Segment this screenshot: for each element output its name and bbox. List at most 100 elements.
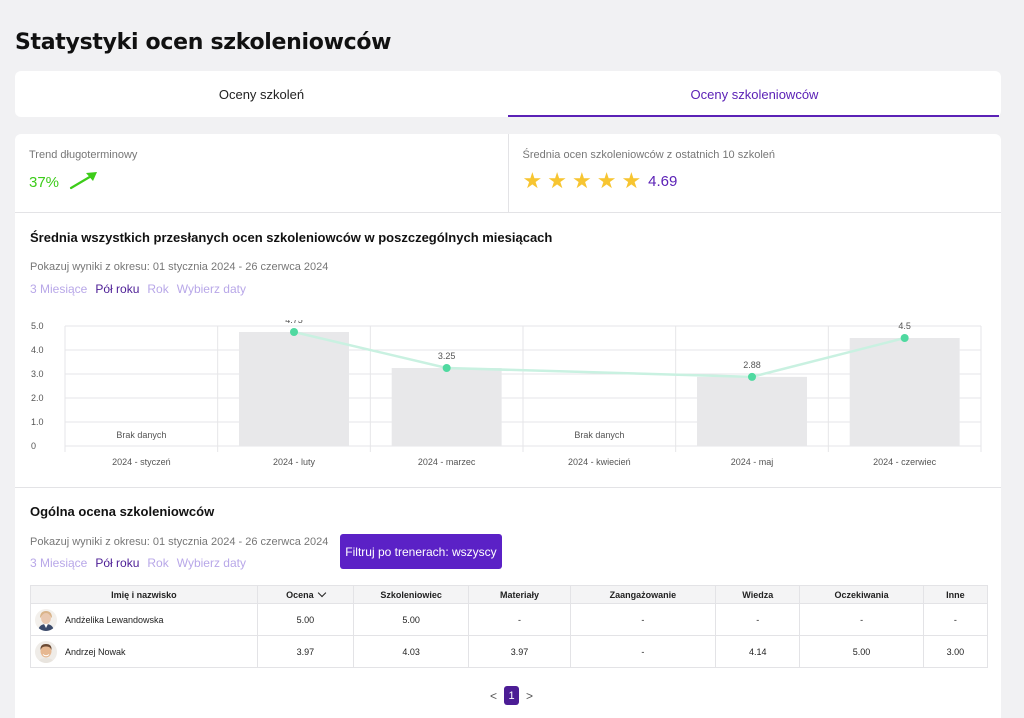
star-icon: ★ (522, 168, 543, 193)
average-kpi: Średnia ocen szkoleniowców z ostatnich 1… (507, 134, 1002, 212)
tab-course-ratings[interactable]: Oceny szkoleń (218, 86, 305, 102)
rating-cell: 5.00 (256, 603, 355, 636)
column-header-materials[interactable]: Materiały (468, 585, 571, 604)
knowledge-cell: 4.14 (715, 635, 801, 668)
chart-bar (849, 338, 960, 446)
sort-chevron-down-icon (317, 588, 326, 597)
chart-x-tick-label: 2024 - czerwiec (873, 457, 937, 467)
column-header-trainer[interactable]: Szkoleniowiec (352, 585, 470, 604)
chart-no-data-label: Brak danych (574, 430, 624, 440)
period-link-choose-dates[interactable]: Wybierz daty (176, 282, 246, 296)
monthly-chart: 0 1.0 2.0 3.0 4.0 5.0 Brak danych 2024 - stycze… (29, 320, 991, 470)
pagination: < 1 > (490, 686, 533, 705)
chart-data-label: 2.88 (743, 360, 761, 370)
rating-stars: ★ ★ ★ ★ ★ (523, 170, 642, 192)
pagination-prev-button[interactable]: < (490, 688, 498, 703)
overall-period-text: Pokazuj wyniki z okresu: 01 stycznia 202… (30, 536, 329, 548)
table-header-row: Imię i nazwisko Ocena Szkoleniowiec Mate… (30, 585, 989, 604)
kpi-row: Trend długoterminowy 37% Średnia ocen sz… (15, 134, 1001, 213)
star-icon: ★ (571, 168, 592, 193)
chart-point (900, 334, 909, 342)
filter-trainers-button[interactable]: Filtruj po trenerach: wszyscy (340, 534, 502, 569)
period-link-half-year[interactable]: Pół roku (95, 282, 140, 296)
page-title: Statystyki ocen szkoleniowców (15, 30, 392, 55)
chart-y-tick-label: 1.0 (31, 417, 44, 427)
chart-x-tick-label: 2024 - maj (731, 457, 774, 467)
column-header-expectations[interactable]: Oczekiwania (799, 585, 924, 604)
trend-kpi: Trend długoterminowy 37% (15, 134, 508, 212)
trainer-name-cell: Andrzej Nowak (30, 635, 258, 668)
chart-bar (239, 332, 349, 446)
trainer-grades-table: Imię i nazwisko Ocena Szkoleniowiec Mate… (30, 585, 989, 668)
avatar (35, 640, 57, 663)
chart-y-tick-label: 2.0 (31, 393, 44, 403)
knowledge-cell: - (715, 603, 801, 636)
chart-x-tick-label: 2024 - kwiecień (568, 457, 631, 467)
rating-cell: 3.97 (256, 635, 355, 668)
engagement-cell: - (569, 635, 717, 668)
trainer-score-cell: 4.03 (352, 635, 470, 668)
trainer-name-cell: Andżelika Lewandowska (30, 603, 258, 636)
chart-x-tick-label: 2024 - styczeń (112, 457, 171, 467)
table-row[interactable]: Andżelika Lewandowska 5.00 5.00 - - - - … (30, 603, 989, 636)
monthly-period-text: Pokazuj wyniki z okresu: 01 stycznia 202… (30, 261, 329, 273)
chart-y-tick-label: 3.0 (31, 369, 44, 379)
tab-trainer-ratings[interactable]: Oceny szkoleniowców (508, 71, 1001, 117)
column-header-knowledge[interactable]: Wiedza (715, 585, 801, 604)
stats-card: Trend długoterminowy 37% Średnia ocen sz… (15, 134, 1001, 718)
average-value: 4.69 (648, 172, 678, 190)
chart-y-tick-label: 4.0 (31, 345, 44, 355)
overall-section-title: Ogólna ocena szkoleniowców (30, 504, 215, 519)
star-icon: ★ (596, 168, 617, 193)
period-link-choose-dates[interactable]: Wybierz daty (176, 556, 246, 570)
chart-x-tick-label: 2024 - luty (273, 457, 316, 467)
table-row[interactable]: Andrzej Nowak 3.97 4.03 3.97 - 4.14 5.00… (30, 635, 989, 668)
chart-bar (697, 376, 807, 446)
column-header-engagement[interactable]: Zaangażowanie (569, 585, 717, 604)
chart-x-tick-label: 2024 - marzec (418, 457, 476, 467)
chart-no-data-label: Brak danych (116, 430, 166, 440)
chart-point (748, 372, 756, 381)
expectations-cell: 5.00 (799, 635, 924, 668)
trend-up-arrow-icon (68, 170, 100, 195)
monthly-chart-svg: 0 1.0 2.0 3.0 4.0 5.0 Brak danych 2024 - stycze… (31, 320, 982, 467)
pagination-page-button[interactable]: 1 (504, 686, 520, 705)
pagination-next-button[interactable]: > (526, 688, 534, 703)
expectations-cell: - (799, 603, 924, 636)
column-header-other[interactable]: Inne (922, 585, 989, 604)
materials-cell: - (468, 603, 571, 636)
period-link-3-months[interactable]: 3 Miesiące (30, 556, 88, 570)
trainer-name: Andrzej Nowak (65, 646, 126, 657)
chart-point (442, 364, 451, 372)
period-link-half-year[interactable]: Pół roku (95, 556, 140, 570)
star-icon: ★ (547, 168, 567, 193)
monthly-period-links: 3 Miesiące Pół roku Rok Wybierz daty (30, 282, 246, 296)
period-link-year[interactable]: Rok (147, 282, 169, 296)
trend-label: Trend długoterminowy (29, 149, 138, 161)
other-cell: 3.00 (922, 635, 989, 668)
column-header-rating[interactable]: Ocena (256, 585, 355, 604)
trend-value: 37% (29, 174, 60, 191)
section-divider (15, 487, 1001, 488)
chart-point (290, 328, 298, 336)
overall-period-links: 3 Miesiące Pół roku Rok Wybierz daty (30, 556, 246, 570)
average-label: Średnia ocen szkoleniowców z ostatnich 1… (522, 149, 776, 161)
column-header-rating-label: Ocena (286, 589, 314, 600)
tab-bar: Oceny szkoleń Oceny szkoleniowców (15, 71, 1001, 117)
period-link-year[interactable]: Rok (147, 556, 169, 570)
monthly-section-title: Średnia wszystkich przesłanych ocen szko… (30, 230, 553, 245)
period-link-3-months[interactable]: 3 Miesiące (30, 282, 88, 296)
chart-data-label: 4.5 (898, 321, 911, 331)
avatar (35, 608, 57, 631)
chart-y-tick-label: 5.0 (31, 321, 44, 331)
chart-bar (391, 368, 502, 446)
chart-series-line (293, 330, 905, 379)
trainer-score-cell: 5.00 (352, 603, 470, 636)
trainer-name: Andżelika Lewandowska (65, 614, 164, 625)
other-cell: - (922, 603, 989, 636)
star-icon: ★ (621, 168, 642, 193)
engagement-cell: - (569, 603, 717, 636)
column-header-name[interactable]: Imię i nazwisko (30, 585, 258, 604)
chart-data-label: 4.75 (285, 320, 303, 325)
chart-data-label: 3.25 (438, 351, 456, 361)
